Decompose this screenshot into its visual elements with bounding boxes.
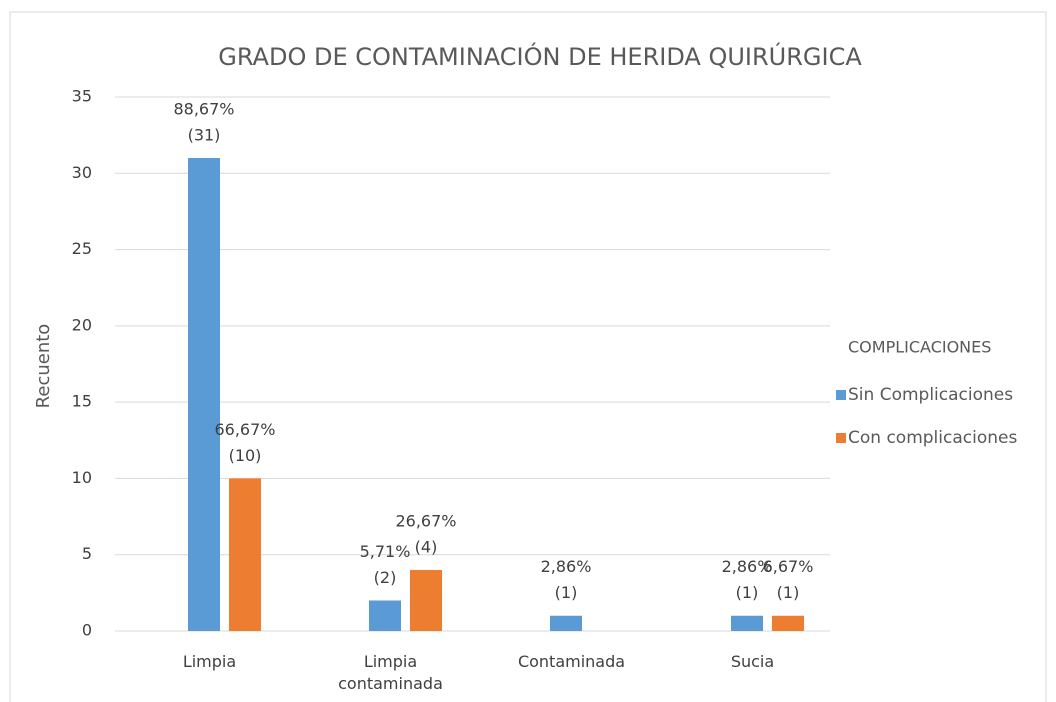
legend-swatch	[836, 433, 846, 443]
x-tick-label-box: Sucia	[730, 652, 775, 671]
x-tick-label-box: Limpia contaminada	[338, 652, 443, 693]
y-tick-label: 0	[82, 621, 92, 640]
bar	[731, 615, 763, 631]
data-label: (1)	[555, 583, 578, 602]
chart-title: GRADO DE CONTAMINACIÓN DE HERIDA QUIRÚRG…	[218, 41, 862, 71]
y-tick-label: 15	[72, 392, 92, 411]
data-label-percent: 6,67%	[763, 557, 814, 576]
data-label: (31)	[188, 126, 221, 145]
data-label-percent: 66,67%	[214, 420, 275, 439]
data-label-percent: 2,86%	[722, 557, 773, 576]
x-tick-label-box: Contaminada	[517, 652, 626, 671]
bar	[550, 615, 582, 631]
chart-border	[9, 11, 1047, 702]
y-tick-label: 10	[72, 468, 92, 487]
data-label-percent: 2,86%	[541, 557, 592, 576]
data-label-percent: 26,67%	[395, 511, 456, 530]
bar	[188, 158, 220, 631]
y-axis-label: Recuento	[33, 324, 54, 409]
data-label: (1)	[736, 583, 759, 602]
bar	[772, 615, 804, 631]
bar	[369, 600, 401, 631]
y-tick-label: 5	[82, 544, 92, 563]
legend-title: COMPLICACIONES	[848, 338, 991, 357]
x-tick-label: Contaminada	[517, 652, 626, 671]
x-tick-label: Limpia contaminada	[338, 652, 443, 693]
y-tick-label: 25	[72, 239, 92, 258]
legend-label: Sin Complicaciones	[848, 385, 1013, 405]
data-label-percent: 88,67%	[173, 100, 234, 119]
x-tick-label-box: Limpia	[182, 652, 237, 671]
y-tick-label: 35	[72, 87, 92, 106]
x-tick-label: Limpia	[182, 652, 237, 671]
legend-swatch	[836, 390, 846, 400]
bar	[410, 569, 442, 631]
x-tick-label: Sucia	[730, 652, 775, 671]
data-label: (2)	[374, 568, 397, 587]
y-tick-label: 30	[72, 163, 92, 182]
data-label-percent: 5,71%	[360, 542, 411, 561]
data-label: (4)	[415, 537, 438, 556]
data-label: (1)	[777, 583, 800, 602]
legend-label: Con complicaciones	[848, 428, 1017, 448]
data-label: (10)	[229, 446, 262, 465]
y-tick-label: 20	[72, 315, 92, 334]
bar	[229, 478, 261, 631]
